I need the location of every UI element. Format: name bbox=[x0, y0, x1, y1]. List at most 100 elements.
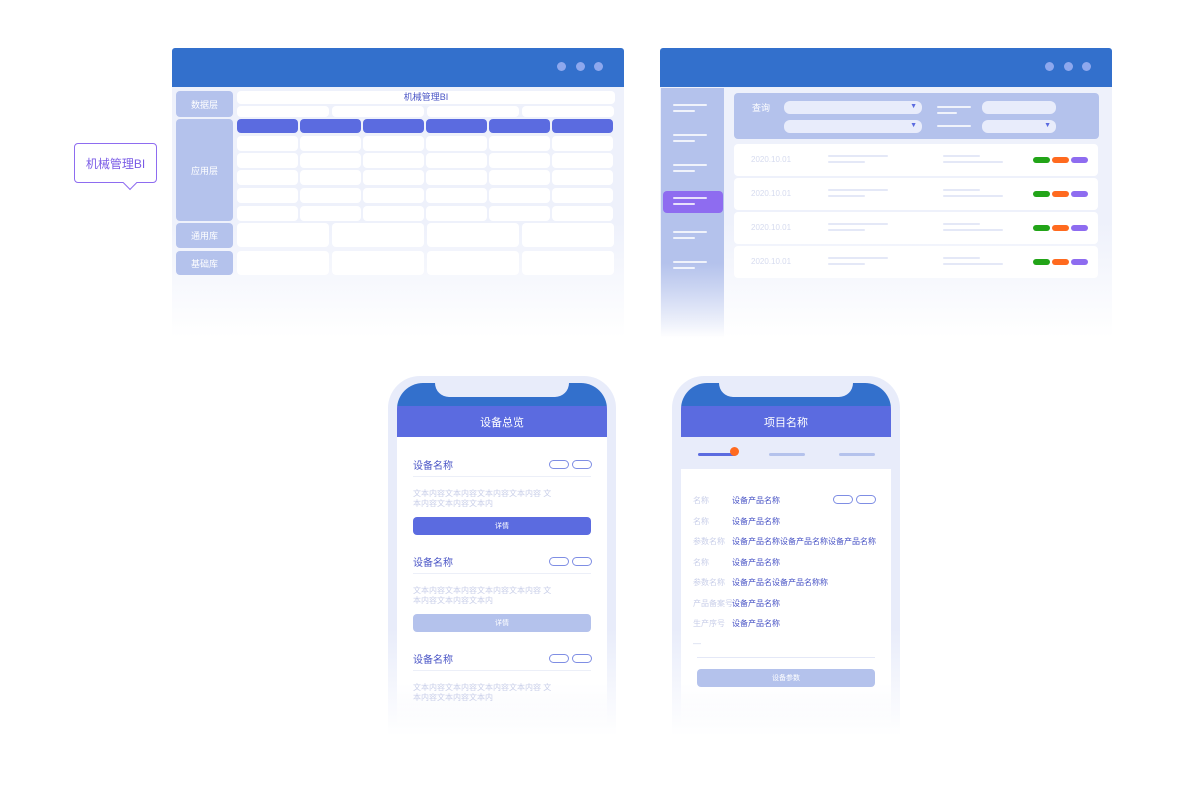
grid-cell bbox=[300, 188, 361, 203]
window-dot[interactable] bbox=[557, 62, 566, 71]
field-value: 设备产品名称 bbox=[732, 619, 780, 628]
field-row: 产品备案号设备产品名称 bbox=[693, 598, 780, 609]
window-titlebar bbox=[660, 48, 1112, 87]
field-value: 设备产品名称设备产品名称设备产品名称 bbox=[732, 537, 876, 546]
tab[interactable] bbox=[769, 453, 805, 456]
grid-cell bbox=[426, 206, 487, 221]
field-row: 参数名称 设备产品名称设备产品名称设备产品名称 bbox=[693, 536, 876, 547]
card-title: 设备名称 bbox=[413, 461, 453, 472]
caret-down-icon: ▼ bbox=[910, 122, 917, 129]
grid-cell bbox=[552, 136, 613, 151]
status-tag bbox=[1033, 225, 1050, 231]
status-tag bbox=[1033, 259, 1050, 265]
grid-cell bbox=[552, 188, 613, 203]
outline-button[interactable] bbox=[549, 557, 569, 566]
status-tag bbox=[1071, 225, 1088, 231]
layer-label: 数据层 bbox=[176, 91, 233, 117]
status-tag bbox=[1071, 157, 1088, 163]
field-value: 设备产品名称 bbox=[732, 496, 780, 505]
query-panel: 查询 ▼ ▼ ▼ bbox=[734, 93, 1099, 139]
list-row[interactable]: 2020.10.01 bbox=[734, 212, 1098, 244]
caret-down-icon: ▼ bbox=[910, 103, 917, 110]
grid-header-cell bbox=[552, 119, 613, 133]
field-key: 生产序号 bbox=[693, 619, 725, 628]
outline-button[interactable] bbox=[549, 460, 569, 469]
grid-cell bbox=[427, 251, 519, 275]
grid-cell bbox=[237, 188, 298, 203]
window-titlebar bbox=[172, 48, 624, 87]
tab[interactable] bbox=[839, 453, 875, 456]
badge-dot bbox=[730, 447, 739, 456]
phone-overview: 设备总览 设备名称 文本内容文本内容文本内容文本内容 文本内容文本内容文本内 详… bbox=[388, 376, 616, 736]
page-title: 设备总览 bbox=[397, 406, 607, 437]
card-title: 设备名称 bbox=[413, 655, 453, 666]
grid-header-cell bbox=[237, 119, 298, 133]
grid-cell bbox=[300, 153, 361, 168]
outline-button[interactable] bbox=[572, 460, 592, 469]
list-row[interactable]: 2020.10.01 bbox=[734, 178, 1098, 210]
query-label: 查询 bbox=[752, 103, 771, 113]
window-dot[interactable] bbox=[576, 62, 585, 71]
status-bar bbox=[397, 383, 607, 406]
tab-active[interactable] bbox=[698, 453, 736, 456]
outline-button[interactable] bbox=[549, 654, 569, 663]
sidebar bbox=[661, 88, 724, 338]
field-row: — bbox=[693, 639, 732, 648]
tab-bar bbox=[681, 437, 891, 469]
outline-button[interactable] bbox=[856, 495, 876, 504]
card-text: 文本内容文本内容文本内容文本内容 文本内容文本内容文本内 bbox=[413, 586, 552, 605]
query-select[interactable]: ▼ bbox=[982, 120, 1056, 133]
window-dot[interactable] bbox=[594, 62, 603, 71]
grid-cell bbox=[363, 170, 424, 185]
grid-cell bbox=[237, 206, 298, 221]
field-key: 名称 bbox=[693, 516, 709, 526]
grid-cell bbox=[237, 106, 329, 117]
card-text: 文本内容文本内容文本内容文本内容 文本内容文本内容文本内 bbox=[413, 489, 552, 508]
list-row[interactable]: 2020.10.01 bbox=[734, 144, 1098, 176]
row-date: 2020.10.01 bbox=[751, 257, 792, 266]
outline-button[interactable] bbox=[572, 557, 592, 566]
window-dot[interactable] bbox=[1064, 62, 1073, 71]
grid-cell bbox=[300, 170, 361, 185]
caret-down-icon: ▼ bbox=[1044, 122, 1051, 129]
grid-cell bbox=[363, 206, 424, 221]
detail-button[interactable]: 详情 bbox=[413, 614, 591, 632]
list-row[interactable]: 2020.10.01 bbox=[734, 246, 1098, 278]
field-key: 名称 bbox=[693, 557, 709, 567]
field-value: 设备产品名称 bbox=[732, 516, 780, 526]
grid-cell bbox=[237, 136, 298, 151]
status-bar bbox=[681, 383, 891, 406]
outline-button[interactable] bbox=[572, 654, 592, 663]
window-dot[interactable] bbox=[1045, 62, 1054, 71]
layer-label: 基础库 bbox=[176, 251, 233, 275]
status-tag bbox=[1071, 191, 1088, 197]
query-input[interactable] bbox=[982, 101, 1056, 114]
field-row: 参数名称 设备产品名设备产品名称称 bbox=[693, 577, 828, 588]
query-select[interactable]: ▼ bbox=[784, 101, 922, 114]
sidebar-item-active[interactable] bbox=[663, 191, 723, 213]
field-row: 名称 设备产品名称 bbox=[693, 495, 780, 506]
detail-button[interactable]: 详情 bbox=[413, 517, 591, 535]
grid-cell bbox=[300, 136, 361, 151]
grid-cell bbox=[427, 223, 519, 247]
field-row: 名称 设备产品名称 bbox=[693, 557, 780, 568]
field-key: 参数名称 bbox=[693, 537, 725, 546]
phone-project: 项目名称 名称 设备产品名称 名称 设备产品名称 参数名称 设备产品名称设备产品名称设备产… bbox=[672, 376, 900, 736]
grid-cell bbox=[426, 170, 487, 185]
field-key: 产品备案号 bbox=[693, 598, 733, 608]
grid-cell bbox=[489, 153, 550, 168]
query-select[interactable]: ▼ bbox=[784, 120, 922, 133]
list-window: 查询 ▼ ▼ ▼ 2020.10.01 2020.10.01 2020.10.0… bbox=[660, 48, 1112, 338]
grid-cell bbox=[489, 188, 550, 203]
bi-title: 机械管理BI bbox=[237, 91, 615, 104]
grid-cell bbox=[489, 136, 550, 151]
window-dot[interactable] bbox=[1082, 62, 1091, 71]
status-tag bbox=[1033, 191, 1050, 197]
status-tag bbox=[1052, 157, 1069, 163]
field-value: 设备产品名称 bbox=[732, 598, 780, 608]
params-button[interactable]: 设备参数 bbox=[697, 669, 875, 687]
grid-cell bbox=[426, 153, 487, 168]
grid-cell bbox=[489, 170, 550, 185]
grid-cell bbox=[332, 223, 424, 247]
outline-button[interactable] bbox=[833, 495, 853, 504]
